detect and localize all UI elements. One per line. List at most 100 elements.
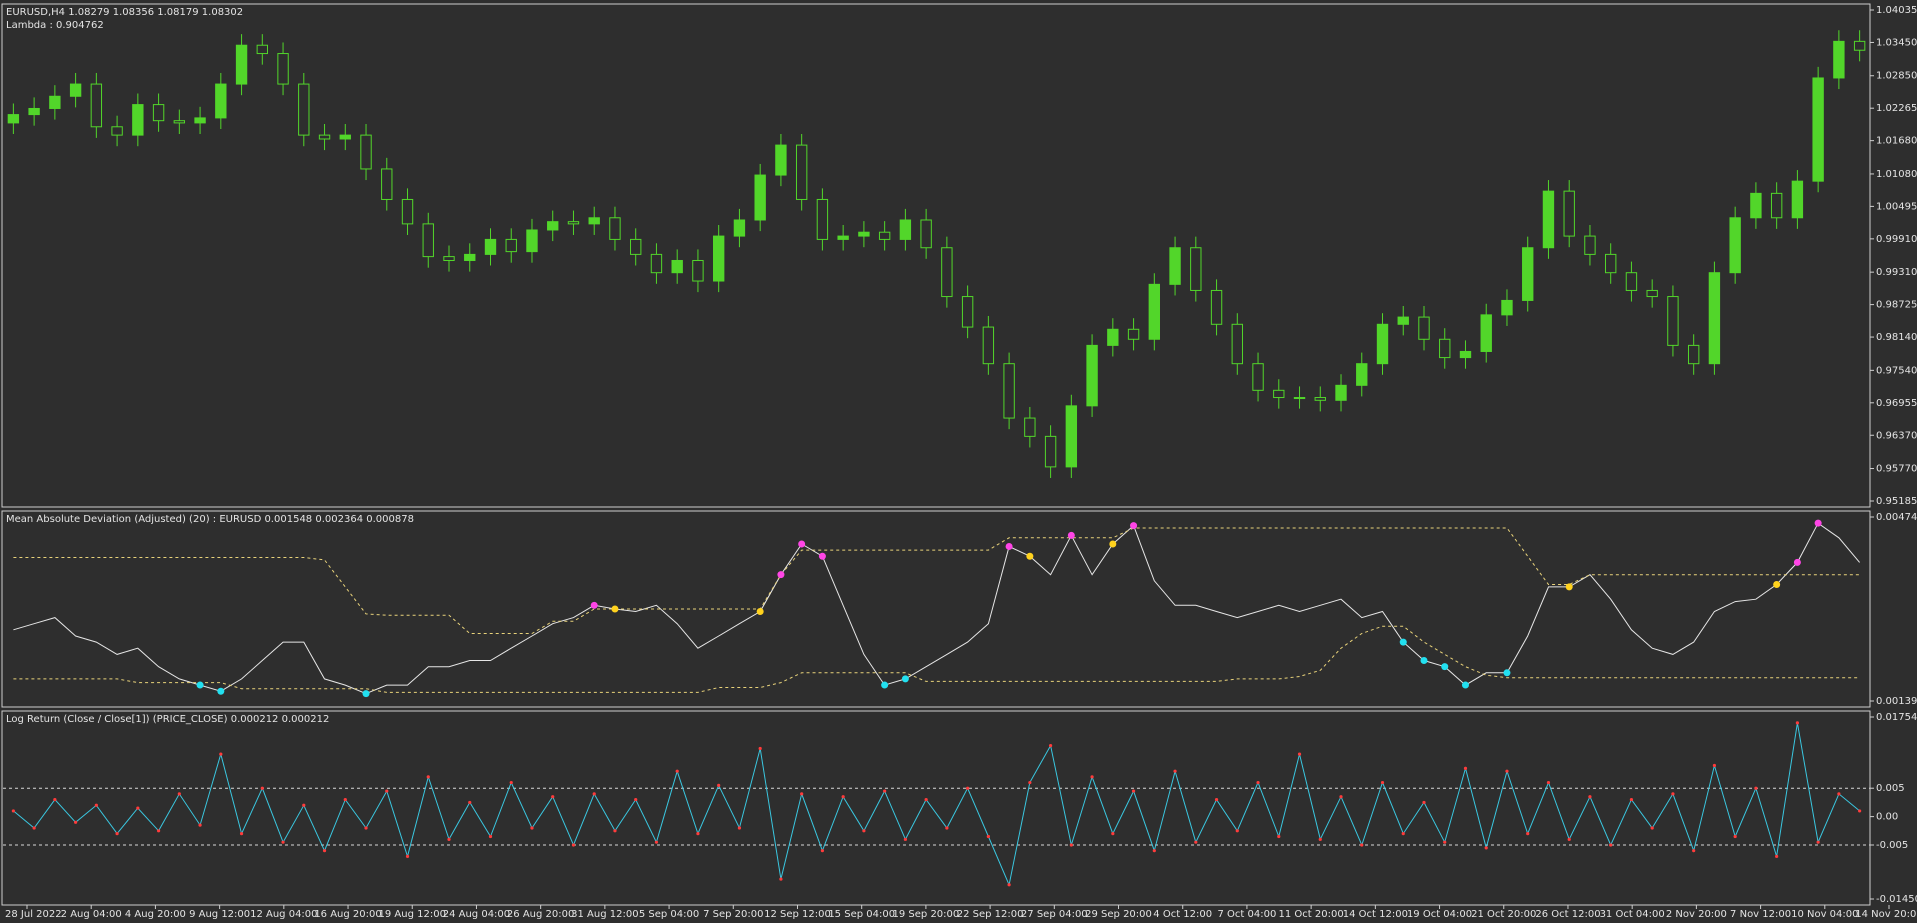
x-tick-label: 27 Sep 04:00 <box>1021 909 1088 920</box>
candle-body <box>1625 272 1638 291</box>
x-tick-label: 4 Oct 12:00 <box>1153 909 1212 920</box>
x-tick-label: 12 Sep 12:00 <box>764 909 831 920</box>
point-dot <box>1629 797 1634 802</box>
candle-body <box>547 221 559 231</box>
panel <box>1 3 1871 508</box>
candle-body <box>816 198 829 240</box>
candle-body <box>132 104 144 136</box>
point-dot <box>11 809 15 813</box>
indicator-subtitle: Lambda : 0.904762 <box>6 20 104 31</box>
candle-body <box>1750 192 1762 219</box>
candle-body <box>1833 40 1845 79</box>
candle-body <box>1107 328 1119 346</box>
x-tick-label: 19 Aug 12:00 <box>379 909 446 920</box>
y-tick-label: 1.02265 <box>1876 103 1917 114</box>
candle-body <box>360 134 372 170</box>
signal-dot <box>818 552 826 560</box>
y-tick-label: 0.97540 <box>1876 365 1917 376</box>
x-tick-label: 15 Sep 04:00 <box>828 909 895 920</box>
candle-body <box>920 219 932 249</box>
y-tick-label: 0.01754 <box>1876 712 1917 723</box>
point-dot <box>945 826 949 830</box>
x-tick-label: 29 Sep 20:00 <box>1085 909 1152 920</box>
y-tick-label: 0.99310 <box>1876 267 1917 278</box>
signal-dot <box>217 687 225 695</box>
point-dot <box>74 820 78 824</box>
y-tick-label: 1.00495 <box>1876 201 1917 212</box>
signal-dot <box>1565 583 1573 591</box>
point-dot <box>1256 780 1260 785</box>
point-dot <box>239 832 244 836</box>
candle-body <box>1293 397 1306 400</box>
y-tick-label: 0.00 <box>1876 812 1898 823</box>
signal-dot <box>1793 558 1801 566</box>
point-dot <box>1028 780 1032 785</box>
candle-body <box>837 235 849 240</box>
candle-body <box>1708 272 1721 365</box>
signal-dot <box>1026 552 1034 560</box>
signal-dot <box>777 571 785 579</box>
signal-dot <box>1773 580 1781 588</box>
point-dot <box>1173 769 1177 773</box>
point-dot <box>530 826 534 830</box>
candle-body <box>858 231 870 237</box>
x-tick-label: 24 Aug 04:00 <box>443 909 510 920</box>
indicator-title: Mean Absolute Deviation (Adjusted) (20) … <box>6 514 414 525</box>
point-dot <box>883 789 887 793</box>
x-tick-label: 28 Jul 2022 <box>5 909 62 920</box>
y-tick-label: 0.95185 <box>1876 496 1917 507</box>
point-dot <box>1671 792 1675 796</box>
point-dot <box>613 829 617 833</box>
point-dot <box>675 769 679 773</box>
point-dot <box>1816 840 1820 844</box>
y-tick-label: 1.01680 <box>1876 136 1917 147</box>
point-dot <box>198 823 202 827</box>
x-tick-label: 21 Oct 20:00 <box>1471 909 1536 920</box>
candle-body <box>1563 190 1575 237</box>
y-tick-label: 1.04035 <box>1876 5 1917 16</box>
indicator-title: Log Return (Close / Close[1]) (PRICE_CLO… <box>6 714 329 725</box>
candle-body <box>484 238 497 255</box>
candle-body <box>1231 323 1243 365</box>
candle-body <box>961 296 974 328</box>
x-tick-label: 14 Nov 20:00 <box>1855 909 1917 920</box>
signal-dot <box>362 690 370 698</box>
point-dot <box>696 832 700 836</box>
point-dot <box>779 877 783 881</box>
candle-body <box>712 235 725 282</box>
y-tick-label: 0.96370 <box>1876 430 1917 441</box>
point-dot <box>385 789 389 793</box>
candle-body <box>401 198 414 225</box>
point-dot <box>1131 789 1136 793</box>
signal-dot <box>1441 663 1449 671</box>
x-tick-label: 19 Oct 04:00 <box>1407 909 1472 920</box>
point-dot <box>551 795 555 799</box>
candle-body <box>1252 363 1264 391</box>
point-dot <box>1858 809 1862 813</box>
signal-dot <box>1461 681 1469 689</box>
x-tick-label: 4 Aug 20:00 <box>125 909 186 920</box>
candle-body <box>111 126 123 136</box>
signal-dot <box>1814 519 1822 527</box>
candle-body <box>1003 363 1015 419</box>
candle-body <box>173 120 186 124</box>
point-dot <box>302 803 306 807</box>
x-tick-label: 11 Oct 20:00 <box>1279 909 1344 920</box>
point-dot <box>903 837 907 841</box>
x-tick-label: 5 Sep 04:00 <box>639 909 699 920</box>
y-tick-label: 1.03450 <box>1876 37 1917 48</box>
point-dot <box>1401 832 1405 836</box>
candle-body <box>277 53 289 85</box>
point-dot <box>405 854 410 858</box>
point-dot <box>800 792 804 796</box>
series-line <box>13 722 1860 887</box>
point-dot <box>758 746 762 751</box>
candle-body <box>152 104 165 122</box>
point-dot <box>1380 780 1385 785</box>
candle-body <box>1667 296 1679 346</box>
point-dot <box>1650 826 1654 830</box>
candle-body <box>381 168 393 200</box>
point-dot <box>1111 832 1115 836</box>
point-dot <box>1443 840 1447 844</box>
